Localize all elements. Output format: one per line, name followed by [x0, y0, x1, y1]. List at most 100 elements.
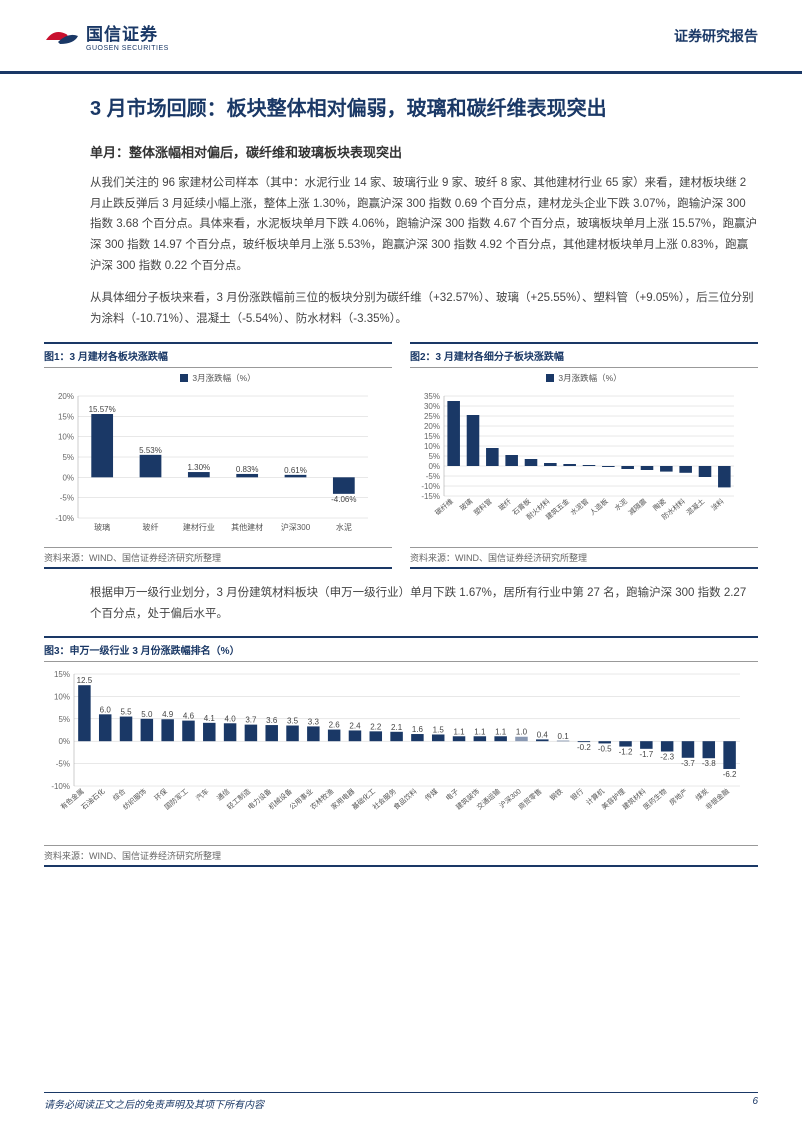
svg-text:环保: 环保 [152, 787, 169, 803]
svg-text:5%: 5% [62, 453, 74, 462]
page-footer: 请务必阅读正文之后的免责声明及其项下所有内容 6 [44, 1092, 758, 1111]
svg-text:0%: 0% [428, 462, 440, 471]
svg-text:35%: 35% [424, 392, 440, 401]
svg-text:3.5: 3.5 [287, 717, 299, 726]
footer-page-number: 6 [752, 1096, 758, 1111]
svg-text:2.2: 2.2 [370, 723, 382, 732]
svg-text:汽车: 汽车 [194, 787, 211, 803]
svg-text:10%: 10% [424, 442, 440, 451]
svg-text:石油石化: 石油石化 [79, 787, 106, 812]
svg-text:15%: 15% [58, 412, 74, 421]
svg-text:-6.2: -6.2 [723, 770, 737, 779]
svg-text:3.6: 3.6 [266, 716, 278, 725]
svg-text:混凝土: 混凝土 [684, 496, 706, 516]
svg-text:15.57%: 15.57% [89, 405, 116, 414]
svg-text:交通运输: 交通运输 [475, 787, 502, 812]
svg-text:5.0: 5.0 [141, 710, 153, 719]
logo-block: 国信证券 GUOSEN SECURITIES [44, 20, 169, 52]
content-area: 3 月市场回顾：板块整体相对偏弱，玻璃和碳纤维表现突出 单月：整体涨幅相对偏后，… [0, 74, 802, 867]
svg-text:电子: 电子 [444, 787, 461, 803]
svg-text:-10%: -10% [51, 782, 70, 791]
chart1-title: 图1：3 月建材各板块涨跌幅 [44, 342, 392, 363]
chart2-plot: -15%-10%-5%0%5%10%15%20%25%30%35%碳纤维玻璃塑料… [410, 388, 758, 543]
svg-text:商贸零售: 商贸零售 [516, 787, 543, 812]
svg-text:玻璃: 玻璃 [458, 496, 475, 512]
svg-text:4.1: 4.1 [204, 714, 216, 723]
chart2-legend-label: 3月涨跌幅（%） [558, 372, 621, 384]
svg-text:25%: 25% [424, 412, 440, 421]
chart2-title: 图2：3 月建材各细分子板块涨跌幅 [410, 342, 758, 363]
svg-text:30%: 30% [424, 402, 440, 411]
svg-text:-10%: -10% [421, 482, 440, 491]
svg-text:建材行业: 建材行业 [183, 522, 215, 532]
logo-cn: 国信证券 [86, 20, 169, 45]
svg-text:-4.06%: -4.06% [331, 495, 356, 504]
footer-disclaimer: 请务必阅读正文之后的免责声明及其项下所有内容 [44, 1096, 264, 1111]
svg-text:15%: 15% [424, 432, 440, 441]
svg-text:医药生物: 医药生物 [641, 787, 668, 812]
svg-text:12.5: 12.5 [77, 676, 93, 685]
svg-text:非银金融: 非银金融 [704, 787, 731, 812]
svg-text:1.30%: 1.30% [187, 463, 210, 472]
svg-text:20%: 20% [58, 392, 74, 401]
svg-text:1.0: 1.0 [516, 728, 528, 737]
legend-swatch-icon [180, 374, 188, 382]
svg-text:-3.7: -3.7 [681, 759, 695, 768]
svg-text:传媒: 传媒 [423, 787, 440, 803]
logo-text: 国信证券 GUOSEN SECURITIES [86, 20, 169, 52]
svg-text:0%: 0% [62, 473, 74, 482]
sub-title: 单月：整体涨幅相对偏后，碳纤维和玻璃板块表现突出 [90, 142, 758, 161]
chart2-source: 资料来源：WIND、国信证券经济研究所整理 [410, 548, 758, 569]
svg-text:10%: 10% [54, 693, 70, 702]
svg-text:0.1: 0.1 [558, 732, 570, 741]
svg-text:5%: 5% [428, 452, 440, 461]
svg-text:0%: 0% [58, 737, 70, 746]
svg-text:房地产: 房地产 [667, 787, 689, 807]
svg-text:煤炭: 煤炭 [694, 787, 711, 803]
svg-text:-5%: -5% [426, 472, 440, 481]
svg-text:5%: 5% [58, 715, 70, 724]
svg-text:1.1: 1.1 [474, 727, 486, 736]
svg-text:4.9: 4.9 [162, 710, 174, 719]
svg-text:-3.8: -3.8 [702, 759, 716, 768]
svg-text:人造板: 人造板 [588, 496, 610, 516]
svg-text:1.6: 1.6 [412, 725, 424, 734]
logo-en: GUOSEN SECURITIES [86, 45, 169, 52]
svg-text:玻纤: 玻纤 [496, 496, 513, 512]
paragraph-2: 从具体细分子板块来看，3 月份涨跌幅前三位的板块分别为碳纤维（+32.57%）、… [90, 288, 758, 329]
svg-text:1.1: 1.1 [495, 727, 507, 736]
report-type: 证券研究报告 [674, 26, 758, 46]
chart1-source: 资料来源：WIND、国信证券经济研究所整理 [44, 548, 392, 569]
svg-text:钢铁: 钢铁 [548, 787, 565, 803]
svg-text:水泥管: 水泥管 [568, 496, 590, 516]
svg-text:5.5: 5.5 [120, 708, 132, 717]
svg-text:-0.2: -0.2 [577, 743, 591, 752]
svg-text:水泥: 水泥 [612, 496, 629, 512]
svg-text:6.0: 6.0 [100, 706, 112, 715]
svg-text:3.7: 3.7 [245, 716, 257, 725]
svg-text:0.4: 0.4 [537, 731, 549, 740]
svg-text:国防军工: 国防军工 [163, 787, 190, 812]
svg-text:10%: 10% [58, 432, 74, 441]
svg-text:15%: 15% [54, 670, 70, 679]
chart1-plot: -10%-5%0%5%10%15%20%15.57%玻璃5.53%玻纤1.30%… [44, 388, 392, 543]
svg-text:沪深300: 沪深300 [281, 522, 311, 532]
chart3-container: 图3：申万一级行业 3 月份涨跌幅排名（%） -10%-5%0%5%10%15%… [44, 636, 758, 867]
legend-swatch-icon [546, 374, 554, 382]
section-title: 3 月市场回顾：板块整体相对偏弱，玻璃和碳纤维表现突出 [90, 94, 758, 124]
svg-text:-5%: -5% [56, 760, 70, 769]
svg-text:玻纤: 玻纤 [143, 522, 159, 532]
guosen-logo-icon [44, 24, 80, 48]
chart2-container: 图2：3 月建材各细分子板块涨跌幅 3月涨跌幅（%） -15%-10%-5%0%… [410, 342, 758, 569]
page-header: 国信证券 GUOSEN SECURITIES 证券研究报告 [0, 0, 802, 74]
svg-text:-2.3: -2.3 [660, 753, 674, 762]
svg-text:陶瓷: 陶瓷 [651, 496, 668, 512]
svg-text:1.5: 1.5 [433, 726, 445, 735]
svg-text:2.4: 2.4 [349, 722, 361, 731]
svg-text:3.3: 3.3 [308, 718, 320, 727]
svg-text:0.61%: 0.61% [284, 466, 307, 475]
svg-text:通信: 通信 [215, 787, 232, 803]
svg-text:涂料: 涂料 [709, 496, 726, 512]
chart1-legend: 3月涨跌幅（%） [44, 372, 392, 384]
svg-text:水泥: 水泥 [336, 522, 352, 532]
